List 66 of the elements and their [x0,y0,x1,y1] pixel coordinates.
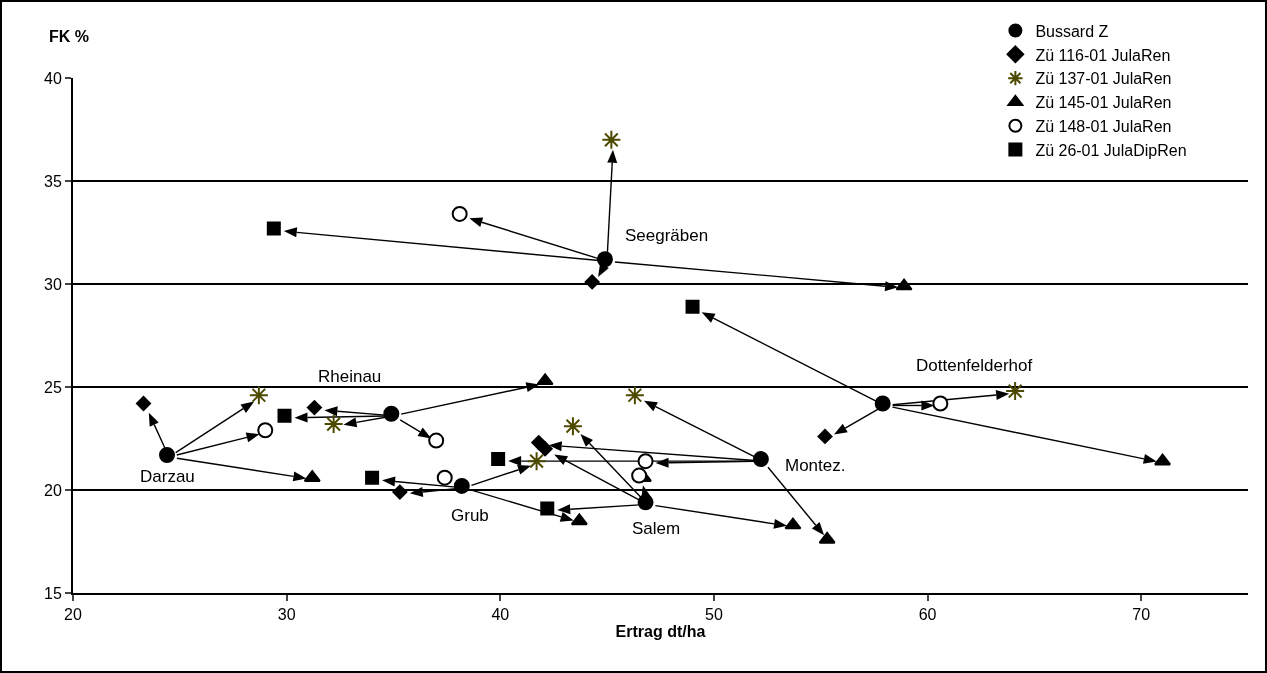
point [895,278,913,291]
x-tick-label: 70 [1132,606,1151,624]
point [491,452,506,467]
point [531,435,547,451]
x-tick-label: 60 [918,606,937,624]
point [624,385,645,406]
x-tick-label: 30 [277,606,296,624]
legend-label: Zü 148-01 JulaRen [1035,117,1172,135]
point [451,205,468,222]
point [365,470,380,485]
point [570,513,588,526]
point [436,469,453,486]
point [392,484,408,500]
y-tick-label: 20 [44,481,62,499]
annotation: Dottenfelderhof [916,356,1033,375]
legend-label: Zü 145-01 JulaRen [1035,94,1172,112]
point [257,422,274,439]
point [453,477,470,494]
point [874,395,891,412]
point [601,129,622,150]
point [306,400,322,416]
point [685,299,700,314]
y-axis-title: FK % [49,28,89,45]
point [631,467,648,484]
point [752,451,769,468]
annotation: Rheinau [318,367,382,386]
y-tick-label: 15 [44,584,62,602]
y-tick-label: 35 [44,172,62,190]
point [248,385,269,406]
point [596,251,613,268]
x-axis-title: Ertrag dt/ha [615,623,706,641]
point [818,531,836,544]
legend-label: Bussard Z [1035,22,1109,40]
point [1005,381,1026,402]
point [784,517,802,530]
point [383,405,400,422]
y-tick-label: 30 [44,275,62,293]
x-tick-label: 40 [491,606,510,624]
point [637,494,654,511]
point [159,446,175,463]
x-tick-label: 50 [705,606,723,624]
y-tick-label: 25 [44,378,62,396]
point [540,501,555,516]
point [323,414,344,435]
point [136,395,151,411]
legend-label: Zü 137-01 JulaRen [1035,70,1172,88]
annotation: Montez. [785,456,846,475]
annotation: Darzau [140,467,195,486]
point [526,451,547,472]
point [562,416,583,437]
point [277,408,292,423]
annotation: Grub [451,506,489,525]
point [817,428,833,444]
point [266,221,281,236]
point [536,373,554,386]
annotation: Seegräben [625,226,709,245]
point [932,395,949,412]
point [637,453,654,470]
point [428,432,445,449]
annotation: Salem [632,519,681,538]
legend-label: Zü 26-01 JulaDipRen [1035,141,1187,159]
legend-label: Zü 116-01 JulaRen [1035,46,1171,64]
point [584,274,600,290]
x-tick-label: 20 [64,606,82,624]
y-tick-label: 40 [44,69,62,87]
point [1154,453,1172,466]
